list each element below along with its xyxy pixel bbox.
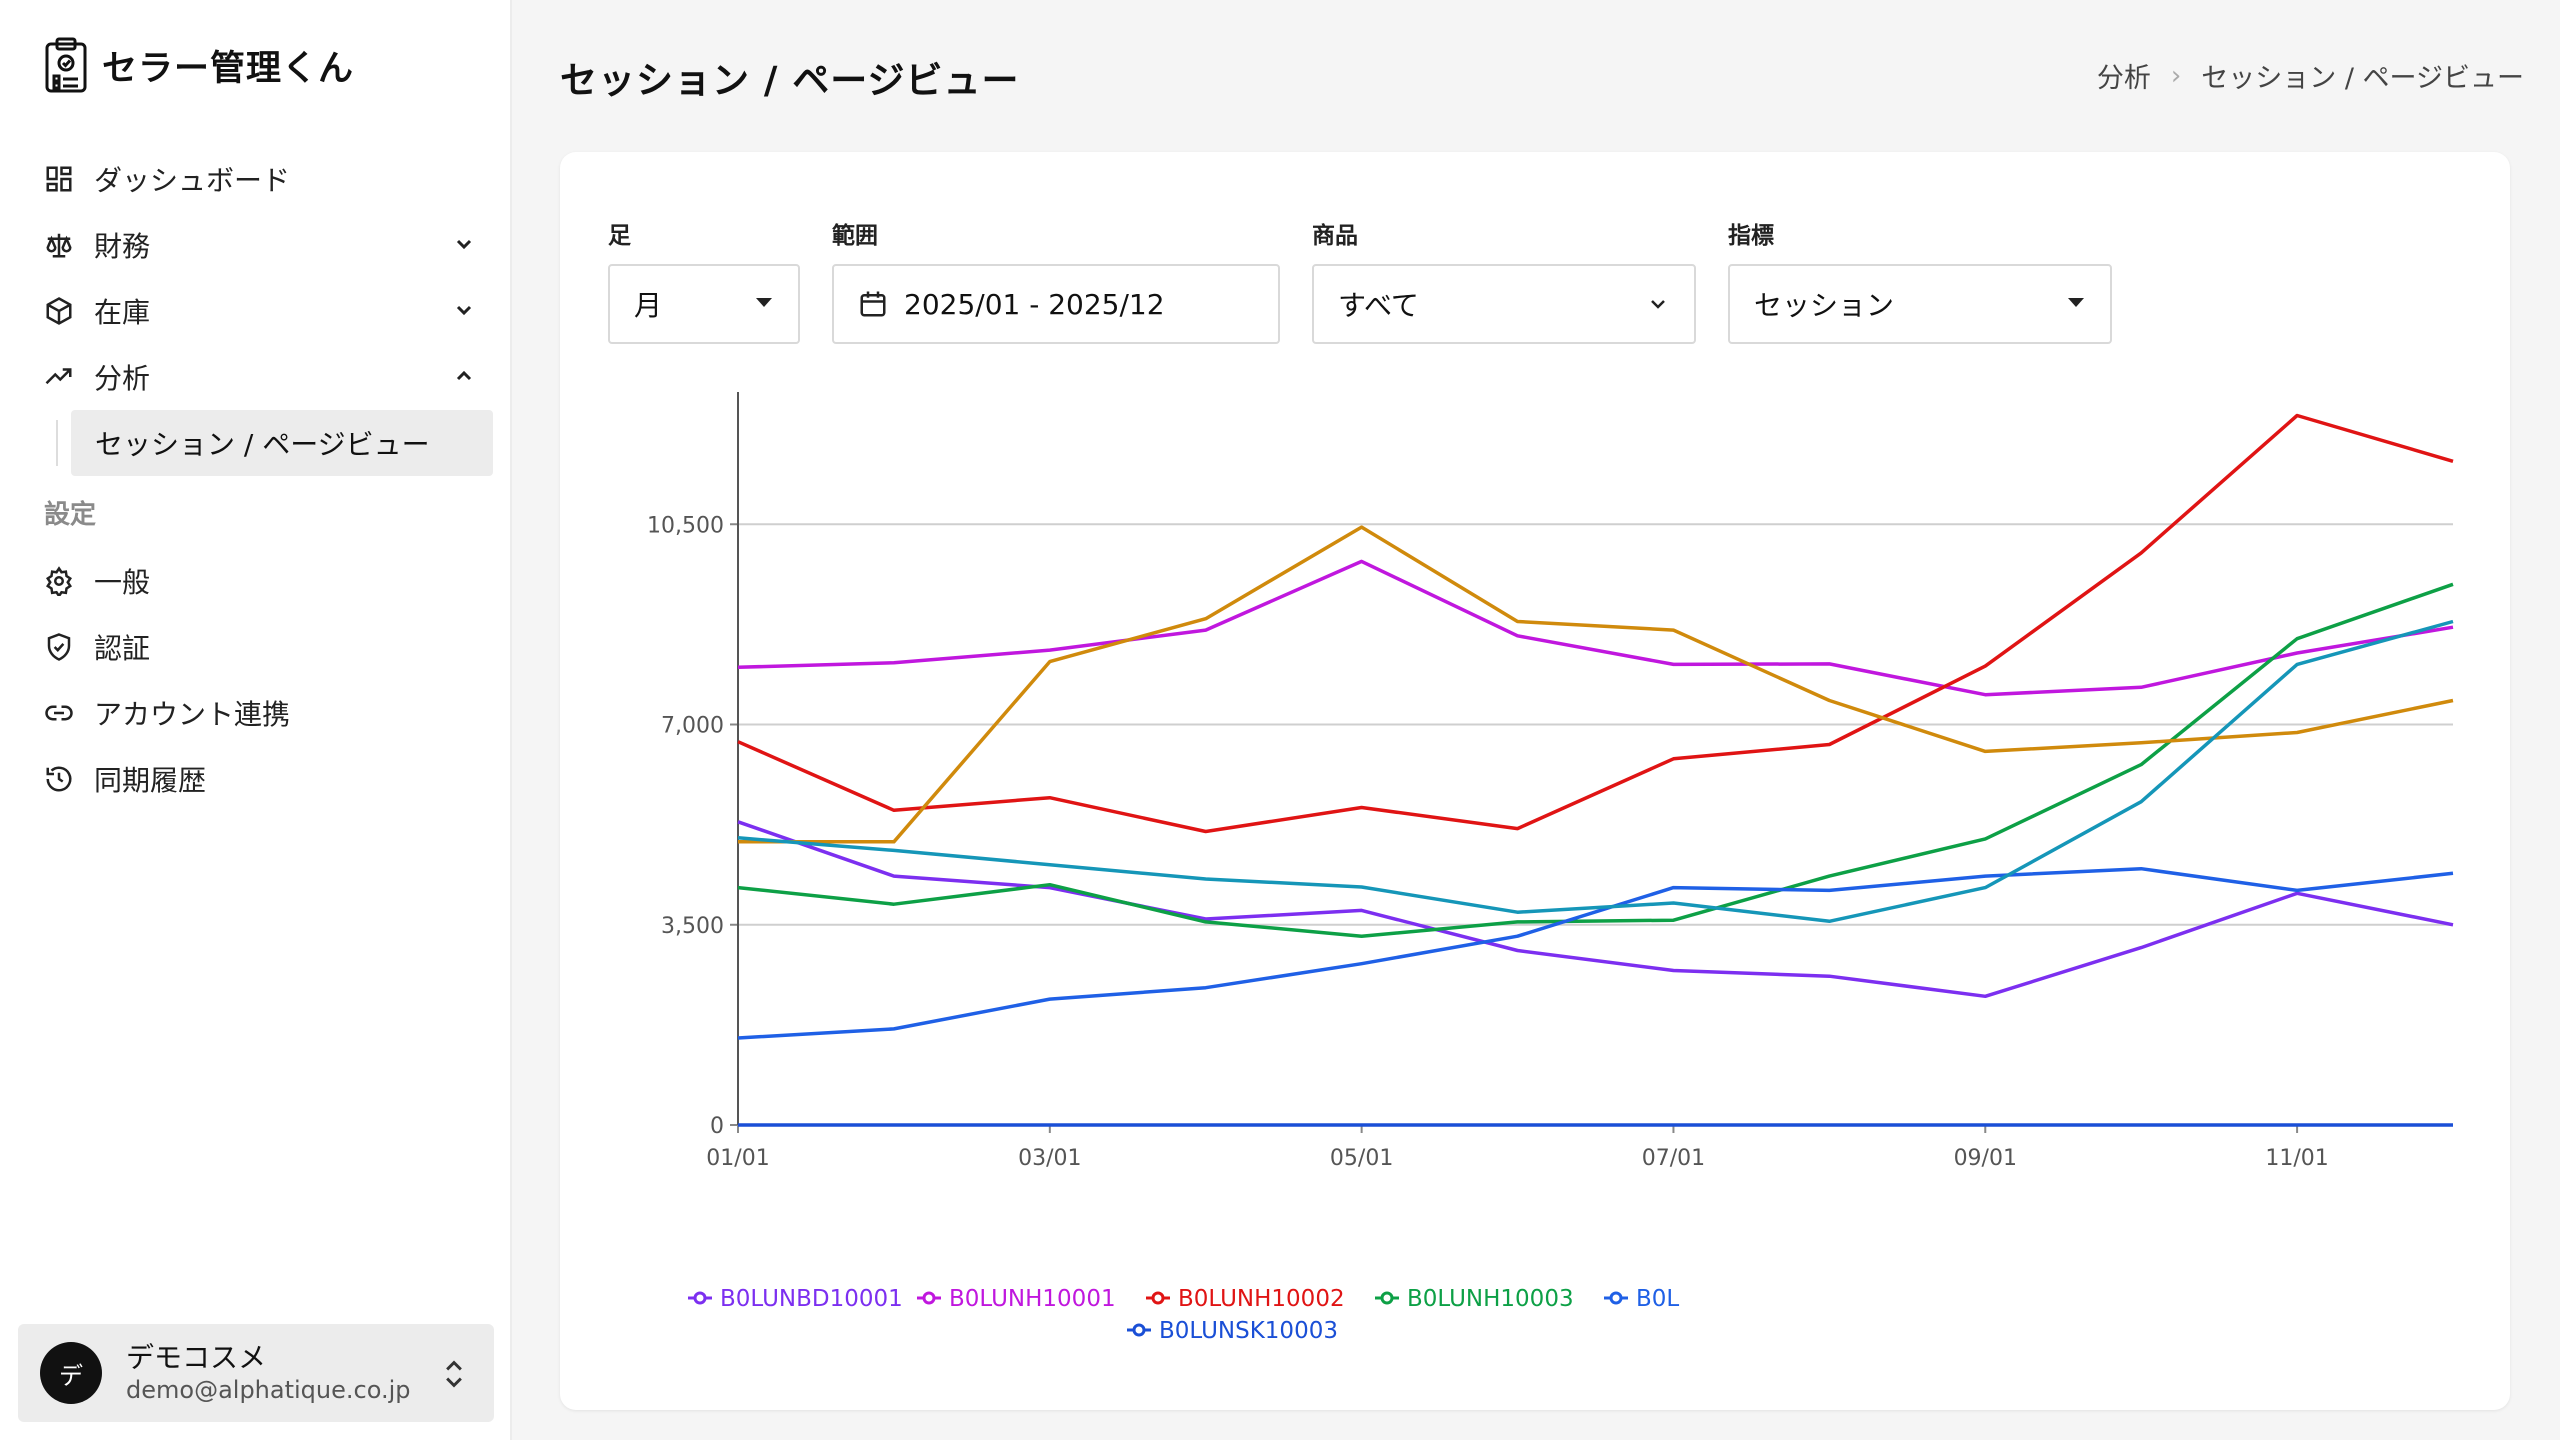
caret-down-icon [756,298,772,307]
chart-card: 足 月 範囲 2025/01 - 2025/12 商品 すべて 指標 セッション… [560,152,2510,1410]
user-menu[interactable]: デ デモコスメ demo@alphatique.co.jp [18,1324,494,1422]
period-filter: 足 月 [608,216,800,344]
legend-marker-dot [693,1291,707,1305]
user-info: デモコスメ demo@alphatique.co.jp [126,1341,411,1405]
breadcrumb-item-analytics[interactable]: 分析 [2096,63,2151,94]
legend-marker-dot [1132,1323,1146,1337]
breadcrumb-item-current: セッション / ページビュー [2201,63,2524,94]
sidebar-item-inventory[interactable]: 在庫 [28,278,492,344]
brand[interactable]: セラー管理くん [44,36,354,94]
legend-item: B0LUNH10002 [1178,1286,1345,1312]
x-tick-label: 05/01 [1330,1146,1393,1171]
sidebar-item-general[interactable]: 一般 [28,548,492,614]
clipboard-logo-icon [45,37,87,93]
box-icon [46,297,72,325]
sessions-line-chart: 03,5007,00010,50014,00001/0103/0105/0107… [647,392,2454,1171]
sidebar-item-label: 分析 [94,362,151,395]
product-label: 商品 [1312,223,1358,249]
sidebar-item-sessions-pageviews[interactable]: セッション / ページビュー [71,410,493,476]
link-icon [45,705,73,721]
sidebar-item-label: 同期履歴 [94,764,207,797]
series-line-B0LUNSK10002 [737,619,2454,924]
subnav-rail [56,420,58,466]
sidebar-item-label: アカウント連携 [94,698,291,731]
y-tick-label: 10,500 [647,513,724,538]
product-select[interactable]: すべて [1312,264,1696,344]
legend-marker-dot [922,1291,936,1305]
legend-item: B0LUNSK10003 [1159,1318,1338,1344]
shield-check-icon [47,633,71,661]
series-line-B0LUNBD10001 [737,820,2454,999]
history-icon [46,766,72,792]
sidebar-item-label: 財務 [94,230,151,263]
sidebar-item-auth[interactable]: 認証 [28,614,492,680]
scale-icon [46,233,72,258]
x-tick-label: 09/01 [1954,1146,2017,1171]
avatar: デ [40,1342,102,1404]
x-tick-label: 03/01 [1018,1146,1081,1171]
settings-section-label: 設定 [44,499,97,530]
user-name: デモコスメ [126,1341,267,1374]
sidebar-item-label: ダッシュボード [94,164,291,197]
period-label: 足 [608,223,631,249]
dashboard-icon [46,166,72,192]
series-line-B0LUNH10003 [737,582,2454,938]
breadcrumb-separator: › [2170,60,2182,91]
page-title: セッション / ページビュー [560,59,1020,102]
user-email: demo@alphatique.co.jp [126,1376,411,1404]
chevron-up-icon[interactable] [452,364,476,388]
app-title: セラー管理くん [102,48,355,89]
sidebar-item-dashboard[interactable]: ダッシュボード [28,146,492,212]
sidebar-item-analytics[interactable]: 分析 [28,344,492,410]
series-line-B0LUNH10002 [737,413,2454,834]
legend-marker-dot [1151,1291,1165,1305]
chevron-down-icon[interactable] [452,298,476,322]
range-picker[interactable]: 2025/01 - 2025/12 [832,264,1280,344]
legend-item: B0LUNBD10001 [720,1286,903,1312]
sidebar-item-label: 認証 [94,632,151,665]
breadcrumb: 分析 › セッション / ページビュー [2097,56,2524,95]
range-value: 2025/01 - 2025/12 [904,287,1165,321]
metric-filter: 指標 セッション [1728,216,2112,344]
sidebar-item-label: 一般 [94,566,151,599]
legend-item: B0LUNH10001 [949,1286,1116,1312]
period-value: 月 [634,289,663,322]
legend-marker-dot [1609,1291,1623,1305]
x-tick-label: 11/01 [2265,1146,2328,1171]
sidebar-item-sync-history[interactable]: 同期履歴 [28,746,492,812]
chart-legend: B0LUNBD10001 B0LUNH10001 B0LUNH10002 B0LUNH… [688,1286,1680,1344]
sidebar-nav: ダッシュボード 財務 在庫 分析 セッション / ページビュー [28,146,493,812]
x-tick-label: 07/01 [1642,1146,1705,1171]
series-line-B0LUNOR10001 [737,866,2454,1040]
sidebar-item-label: 在庫 [94,296,151,329]
series-line-B0LUNH10001 [737,559,2454,697]
caret-down-icon [2068,298,2084,307]
y-tick-label: 7,000 [661,714,724,739]
product-value: すべて [1338,289,1419,322]
sidebar-subnav: セッション / ページビュー [56,410,493,476]
chevrons-up-down-icon [446,1360,462,1388]
sidebar-item-finance[interactable]: 財務 [28,212,492,278]
chevron-down-icon [1651,300,1665,309]
gear-icon [46,566,72,596]
y-tick-label: 0 [710,1114,724,1139]
x-tick-label: 01/01 [706,1146,769,1171]
range-filter: 範囲 2025/01 - 2025/12 [832,216,1280,344]
calendar-icon [860,291,886,317]
product-filter: 商品 すべて [1312,216,1696,344]
metric-label: 指標 [1728,223,1774,249]
chevron-down-icon[interactable] [452,232,476,256]
legend-marker-dot [1380,1291,1394,1305]
range-label: 範囲 [832,223,878,249]
y-tick-label: 3,500 [661,914,724,939]
legend-item: B0LUNH10003 [1407,1286,1574,1312]
metric-select[interactable]: セッション [1728,264,2112,344]
trending-up-icon [45,368,72,385]
sidebar-item-account-link[interactable]: アカウント連携 [28,680,492,746]
metric-value: セッション [1754,289,1895,322]
period-select[interactable]: 月 [608,264,800,344]
sidebar: セラー管理くん ダッシュボード 財務 在庫 分析 [0,0,512,1440]
series-line-B0LUNSK10001 [738,525,2454,844]
legend-item: B0LUNOR10001 [1636,1286,1680,1312]
